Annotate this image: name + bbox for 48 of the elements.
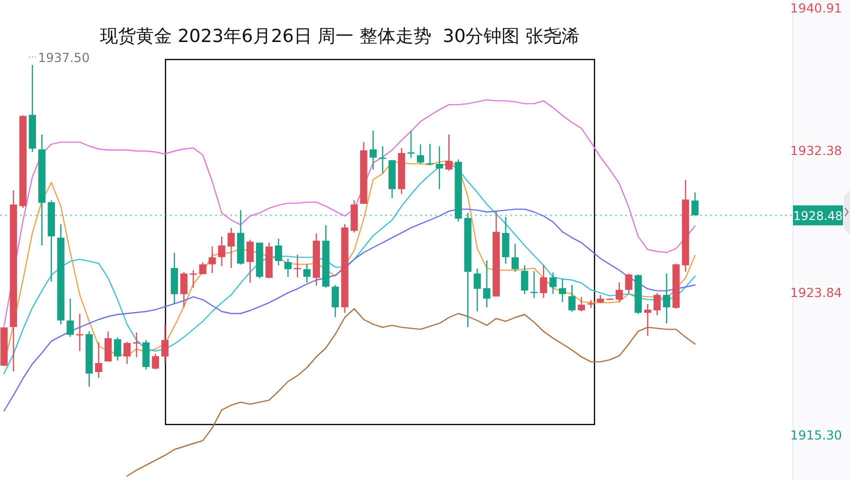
candlestick (416, 144, 424, 165)
candlestick (474, 268, 481, 312)
candlestick (616, 282, 623, 303)
candlestick (66, 298, 74, 338)
candlestick (218, 236, 226, 267)
candlestick (540, 264, 548, 299)
candlestick (303, 264, 311, 284)
text: 现货黄金 2023年6月26日 周一 整体走势 30分钟图 张尧浠 (100, 26, 580, 47)
candlestick (284, 258, 292, 278)
candlestick (161, 324, 169, 364)
candlestick (332, 284, 339, 318)
candlestick (228, 227, 235, 269)
y-tick-label: 1932.38 (790, 142, 842, 158)
line-series (3, 208, 696, 412)
candlestick (370, 130, 377, 170)
candlestick (104, 330, 112, 362)
candlestick (654, 292, 661, 316)
candlestick (625, 272, 632, 294)
y-tick-label: 1915.30 (790, 428, 842, 442)
candlestick (663, 272, 670, 324)
candlestick (379, 146, 386, 174)
line-series (126, 308, 696, 477)
candlestick (180, 271, 188, 308)
candlestick (445, 134, 452, 172)
candlestick (549, 272, 557, 294)
candlestick (568, 284, 576, 312)
candlestick (436, 146, 444, 190)
candlestick (274, 238, 282, 266)
candlestick (691, 192, 699, 216)
candlestick (114, 336, 122, 362)
candlestick (426, 143, 434, 166)
candlestick (152, 353, 160, 370)
candlestick (512, 243, 519, 272)
candlestick (521, 264, 528, 295)
annotation: 1937.50 (38, 50, 90, 65)
candlestick (123, 341, 131, 364)
line-series (3, 99, 696, 327)
candlestick (483, 260, 490, 308)
candlestick (578, 296, 586, 312)
candlestick (95, 342, 102, 378)
candlestick (558, 278, 566, 303)
candlestick (246, 239, 254, 284)
candlestick (208, 246, 216, 274)
candlestick (644, 303, 652, 336)
candlestick (76, 313, 84, 352)
y-tick-label: 1940.91 (790, 0, 842, 16)
y-tick-label: 1923.84 (790, 285, 842, 300)
ref-line-label: 1928.48 (793, 208, 843, 223)
